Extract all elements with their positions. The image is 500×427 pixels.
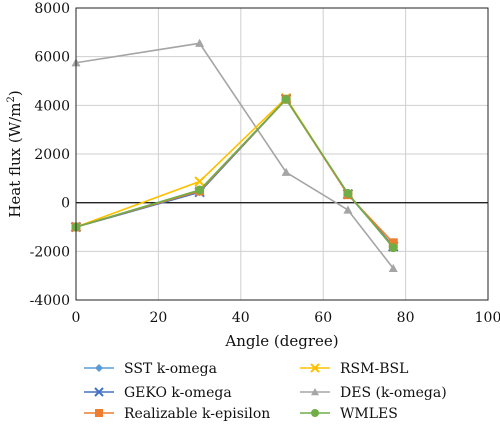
y-axis-label: Heat flux (W/m2) xyxy=(6,90,24,217)
legend-item: SST k-omega xyxy=(84,361,217,377)
series-wmles xyxy=(71,94,398,253)
series-sst-k-omega xyxy=(71,94,398,251)
y-tick-labels: -4000 -2000 0 2000 4000 6000 8000 xyxy=(30,1,70,309)
y-tick-label: -2000 xyxy=(30,244,70,260)
legend: SST k-omega RSM-BSL GEKO k-omega DES (k-ome… xyxy=(84,361,447,422)
legend-item: DES (k-omega) xyxy=(300,385,447,401)
y-axis-label-main: Heat flux (W/m xyxy=(6,103,24,218)
data-point xyxy=(281,167,291,176)
series-line xyxy=(75,97,394,247)
data-point xyxy=(94,387,104,397)
x-tick-label: 40 xyxy=(232,310,250,326)
y-tick-label: 0 xyxy=(61,196,70,212)
data-point xyxy=(310,363,320,373)
data-point xyxy=(311,409,319,417)
series-line xyxy=(75,97,394,244)
data-point xyxy=(343,188,353,198)
x-tick-label: 0 xyxy=(72,310,81,326)
plot-frame xyxy=(75,7,489,301)
data-point xyxy=(388,238,398,248)
legend-label: Realizable k-episilon xyxy=(124,406,270,422)
x-tick-label: 20 xyxy=(149,310,167,326)
series-line xyxy=(75,97,394,249)
series-rsm-bsl xyxy=(70,92,399,252)
legend-item: Realizable k-episilon xyxy=(84,406,270,422)
series-line xyxy=(75,42,394,269)
y-tick-label: 4000 xyxy=(34,98,70,114)
series-line xyxy=(75,97,394,247)
series-realizable-k-episilon xyxy=(71,94,398,248)
legend-label: WMLES xyxy=(340,406,398,422)
y-axis-label-suffix: ) xyxy=(6,90,24,96)
x-tick-label: 60 xyxy=(314,310,332,326)
series-group xyxy=(70,38,399,272)
x-axis-label: Angle (degree) xyxy=(224,332,338,350)
data-point-stroke xyxy=(94,387,104,397)
y-tick-label: 8000 xyxy=(34,1,70,17)
grid-lines xyxy=(75,7,489,301)
data-point xyxy=(95,364,103,372)
data-point xyxy=(388,263,398,272)
legend-label: DES (k-omega) xyxy=(340,385,447,401)
legend-label: SST k-omega xyxy=(124,361,217,377)
y-tick-label: 6000 xyxy=(34,50,70,66)
legend-item: GEKO k-omega xyxy=(84,385,232,401)
x-tick-labels: 0 20 40 60 80 100 xyxy=(72,310,500,326)
series-des-k-omega- xyxy=(71,38,398,272)
data-point xyxy=(195,38,205,47)
legend-label: GEKO k-omega xyxy=(124,385,232,401)
data-point-stroke xyxy=(310,363,320,373)
data-point xyxy=(311,388,319,396)
legend-item: WMLES xyxy=(300,406,398,422)
data-point xyxy=(281,94,291,104)
legend-item: RSM-BSL xyxy=(300,361,408,377)
data-point xyxy=(343,205,353,214)
data-point xyxy=(194,176,205,187)
series-line xyxy=(75,96,394,247)
y-tick-label: 2000 xyxy=(34,147,70,163)
legend-label: RSM-BSL xyxy=(340,361,408,377)
data-point xyxy=(388,243,398,253)
y-tick-label: -4000 xyxy=(30,293,70,309)
series-geko-k-omega xyxy=(70,94,399,252)
data-point-stroke xyxy=(194,176,205,187)
x-tick-label: 80 xyxy=(397,310,415,326)
data-point xyxy=(195,185,205,195)
x-tick-label: 100 xyxy=(475,310,500,326)
y-axis-label-sup: 2 xyxy=(6,96,17,102)
data-point xyxy=(95,409,103,417)
